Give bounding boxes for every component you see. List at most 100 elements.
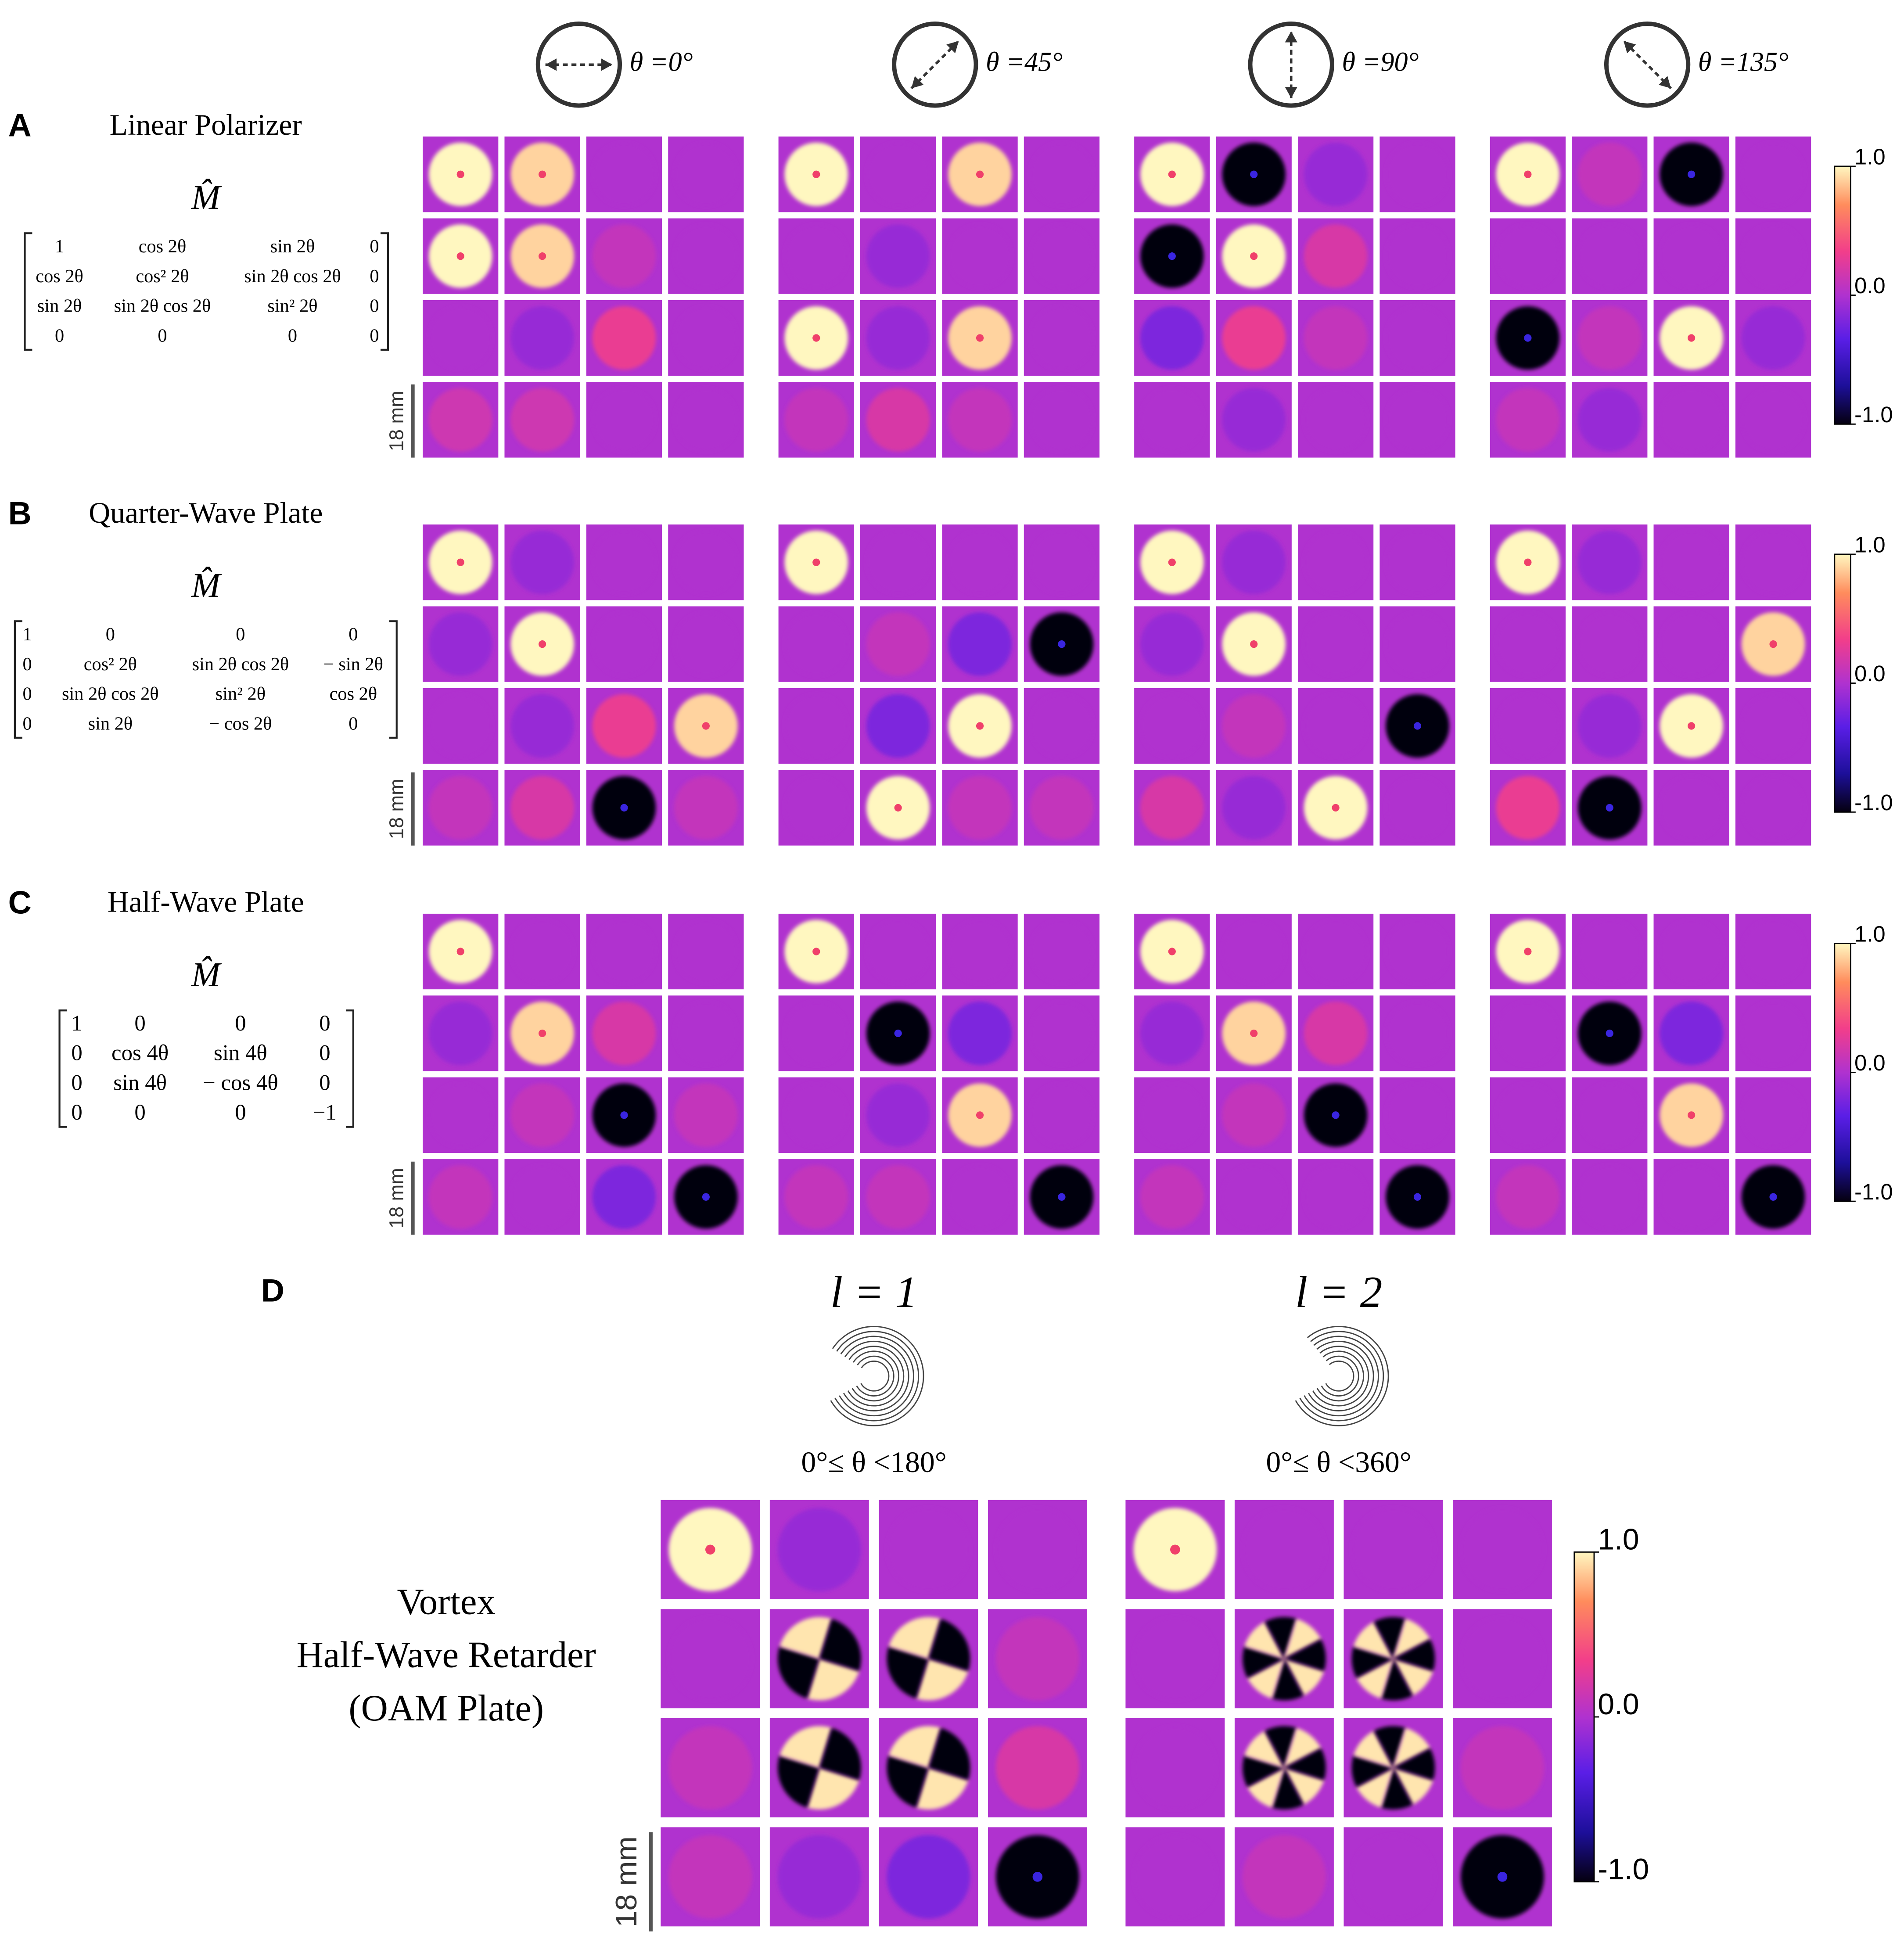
petal	[1247, 1767, 1284, 1808]
beam	[866, 612, 930, 676]
matrix-entry: sin 2θ	[270, 236, 315, 257]
petal	[1393, 1639, 1435, 1671]
beam	[866, 306, 930, 370]
petal	[1272, 1767, 1304, 1810]
matrix-symbol: M̂	[191, 179, 222, 217]
matrix-entry: 0	[319, 1011, 330, 1035]
matrix-entry: cos 4θ	[111, 1041, 169, 1065]
beam	[995, 1508, 1079, 1591]
beam	[428, 1002, 492, 1065]
beam	[1222, 694, 1286, 758]
beam	[866, 224, 930, 288]
beam	[777, 1508, 861, 1591]
beam	[592, 530, 656, 594]
beam-center	[1524, 948, 1532, 955]
spiral-icon	[843, 1340, 909, 1411]
beam	[1741, 306, 1805, 370]
petal	[887, 1646, 929, 1698]
beam-center	[1769, 1193, 1777, 1201]
beam-center	[1497, 1872, 1508, 1882]
spiral-icon	[1312, 1346, 1369, 1407]
beam	[1030, 388, 1094, 452]
beam	[1496, 612, 1560, 676]
panel-label: B	[8, 496, 32, 531]
beam	[948, 1165, 1012, 1229]
beam	[1741, 530, 1805, 594]
beam	[1386, 306, 1449, 370]
beam	[1140, 1083, 1204, 1147]
matrix-entry: − cos 4θ	[203, 1070, 278, 1095]
petal	[807, 1659, 859, 1701]
beam	[1242, 1508, 1326, 1591]
colorbar-tick-label: 0.0	[1854, 273, 1886, 298]
matrix-entry: 0	[23, 684, 32, 704]
vortex-title: Half-Wave Retarder	[297, 1635, 596, 1676]
petal	[928, 1619, 970, 1671]
beam	[948, 530, 1012, 594]
colorbar-tick-label: -1.0	[1854, 790, 1893, 815]
matrix-bracket	[58, 1009, 67, 1128]
beam	[866, 919, 930, 984]
matrix-entry: 0	[319, 1070, 330, 1095]
beam	[1660, 776, 1724, 840]
petal	[1381, 1767, 1413, 1810]
beam	[674, 224, 738, 288]
beam	[1577, 1165, 1642, 1229]
matrix-entry: 0	[134, 1011, 145, 1035]
beam-center	[1168, 558, 1176, 566]
arrow-head	[545, 58, 557, 71]
petal	[1393, 1728, 1430, 1768]
matrix-entry: 0	[236, 624, 245, 645]
panel-label: C	[8, 885, 32, 921]
petal	[1393, 1659, 1433, 1696]
arrow-head	[1659, 76, 1671, 89]
beam-center	[976, 334, 984, 342]
beam	[1140, 694, 1204, 758]
beam-center	[1413, 1193, 1422, 1201]
spiral-icon	[1304, 1336, 1379, 1417]
beam	[1496, 224, 1560, 288]
beam	[1496, 694, 1560, 758]
polarizer-icon	[1248, 22, 1334, 108]
beam	[1030, 1002, 1094, 1065]
beam	[948, 612, 1012, 676]
beam	[1660, 919, 1724, 984]
matrix-entry: 0	[158, 325, 167, 346]
beam	[948, 388, 1012, 452]
matrix-entry: cos 2θ	[36, 266, 83, 287]
matrix-entry: 0	[235, 1011, 246, 1035]
beam	[1577, 694, 1642, 758]
petal	[1242, 1755, 1284, 1788]
beam-center	[1250, 170, 1258, 178]
matrix-entry: 0	[370, 296, 379, 316]
petal	[887, 1755, 929, 1808]
angle-range: 0°≤ θ <360°	[1266, 1446, 1411, 1479]
beam	[1496, 388, 1560, 452]
beam-center	[1168, 252, 1176, 260]
beam	[1386, 1083, 1449, 1147]
matrix-entry: −1	[313, 1100, 337, 1124]
beam	[995, 1726, 1079, 1810]
petal	[1272, 1659, 1304, 1701]
angle-label: θ =45°	[986, 47, 1063, 77]
angle-range: 0°≤ θ <180°	[801, 1446, 946, 1479]
beam	[1140, 388, 1204, 452]
angle-label: θ =0°	[630, 47, 693, 77]
petal	[1284, 1639, 1326, 1671]
beam-center	[538, 1029, 546, 1038]
beam	[1577, 1083, 1642, 1147]
beam	[784, 388, 848, 452]
beam	[1242, 1835, 1326, 1919]
spiral-icon	[1295, 1325, 1389, 1426]
petal	[819, 1619, 861, 1671]
beam	[866, 388, 930, 452]
petal	[1265, 1726, 1297, 1768]
beam	[1577, 142, 1642, 206]
beam	[1741, 694, 1805, 758]
beam-center	[456, 170, 464, 178]
spiral-icon	[847, 1346, 905, 1407]
petal	[1374, 1617, 1406, 1659]
matrix-entry: 0	[348, 713, 358, 734]
beam-center	[1332, 1111, 1340, 1119]
beam	[1386, 388, 1449, 452]
